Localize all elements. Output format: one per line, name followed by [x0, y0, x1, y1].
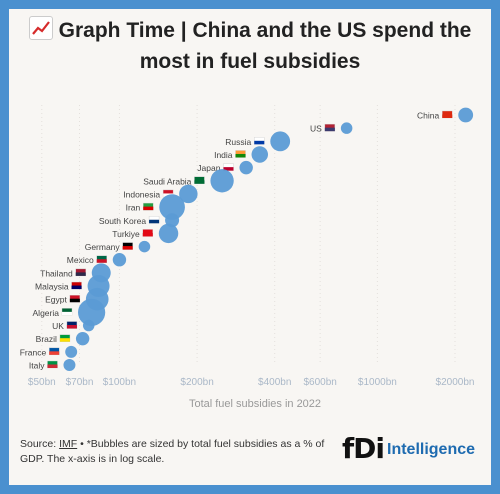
saudi-arabia-flag-stripe [194, 180, 205, 184]
bubble-us [340, 122, 353, 134]
country-label: UK [52, 321, 64, 331]
country-label: Algeria [33, 308, 60, 318]
chart-title: Graph Time | China and the US spend the … [20, 15, 480, 77]
brazil-flag-stripe [59, 338, 70, 342]
country-label: Iran [126, 203, 141, 213]
country-label: Russia [225, 137, 251, 147]
country-label: India [214, 150, 233, 160]
country-label: Italy [29, 361, 45, 371]
malaysia-flag-stripe [71, 285, 82, 290]
germany-flag-stripe [122, 246, 133, 250]
bubble-saudi-arabia [210, 169, 234, 193]
country-label: Malaysia [35, 282, 69, 292]
china-flag-stripe [442, 114, 453, 118]
country-label: Brazil [36, 334, 57, 344]
chart-footer: Source: IMF • *Bubbles are sized by tota… [20, 437, 335, 467]
egypt-flag-stripe [69, 298, 80, 303]
bubble-italy [63, 359, 76, 371]
bubble-china [458, 107, 474, 123]
bubble-germany [138, 240, 151, 253]
x-tick-label: $1000bn [358, 377, 397, 388]
country-label: China [417, 111, 439, 121]
country-label: Saudi Arabia [143, 176, 191, 186]
x-tick-label: $50bn [28, 377, 56, 388]
x-tick-label: $70bn [66, 377, 94, 388]
x-tick-label: $400bn [258, 377, 291, 388]
country-label: Thailand [40, 268, 73, 278]
chart-increasing-icon [28, 16, 53, 40]
thailand-flag-stripe [75, 272, 86, 276]
x-axis-title: Total fuel subsidies in 2022 [189, 398, 321, 410]
bubble-iran [159, 194, 185, 220]
bubble-india [251, 146, 269, 163]
mexico-flag-stripe [96, 259, 107, 263]
country-label: South Korea [99, 216, 147, 226]
bubble-algeria [77, 298, 106, 326]
bubble-turkiye [158, 223, 179, 244]
bubble-chart: $50bn $70bn $100bn $200bn $400bn $600bn $1000b… [20, 105, 475, 410]
france-flag-stripe [49, 351, 60, 355]
logo-mark: fDi [342, 432, 385, 465]
russia-flag-stripe [254, 140, 265, 145]
japan-flag-stripe [223, 167, 234, 171]
bubble-france [65, 345, 78, 358]
bubble-russia [270, 131, 291, 152]
country-label: Japan [197, 163, 220, 173]
india-flag-stripe [235, 153, 246, 158]
south-korea-flag-stripe [149, 219, 160, 224]
turkiye-flag-stripe [142, 232, 153, 237]
iran-flag-stripe [143, 206, 154, 211]
country-label: France [20, 347, 47, 357]
bubble-indonesia [179, 184, 198, 204]
bubble-brazil [75, 331, 90, 346]
bubble-uk [82, 319, 95, 332]
bubble-mexico [112, 253, 127, 267]
country-label: US [310, 124, 322, 134]
source-link[interactable]: IMF [59, 438, 78, 450]
x-tick-label: $100bn [103, 377, 136, 388]
country-label: Turkiye [112, 229, 140, 239]
x-tick-label: $600bn [303, 377, 336, 388]
country-label: Germany [85, 242, 121, 252]
algeria-flag-stripe [61, 311, 72, 316]
footnote-text: • *Bubbles are sized by total fuel subsi… [20, 438, 325, 465]
bubble-japan [239, 160, 253, 175]
source-prefix: Source: [20, 438, 60, 450]
uk-flag-stripe [66, 325, 77, 329]
us-flag-stripe [324, 127, 335, 132]
fdi-intelligence-logo: fDi Intelligence [340, 432, 480, 466]
country-label: Mexico [67, 255, 94, 265]
x-tick-label: $200bn [180, 377, 213, 388]
country-label: Indonesia [123, 189, 160, 199]
chart-title-text: Graph Time | China and the US spend the … [58, 19, 472, 73]
italy-flag-stripe [47, 364, 58, 368]
x-tick-label: $2000bn [436, 377, 475, 388]
logo-name: Intelligence [387, 441, 476, 458]
country-label: Egypt [45, 295, 67, 305]
